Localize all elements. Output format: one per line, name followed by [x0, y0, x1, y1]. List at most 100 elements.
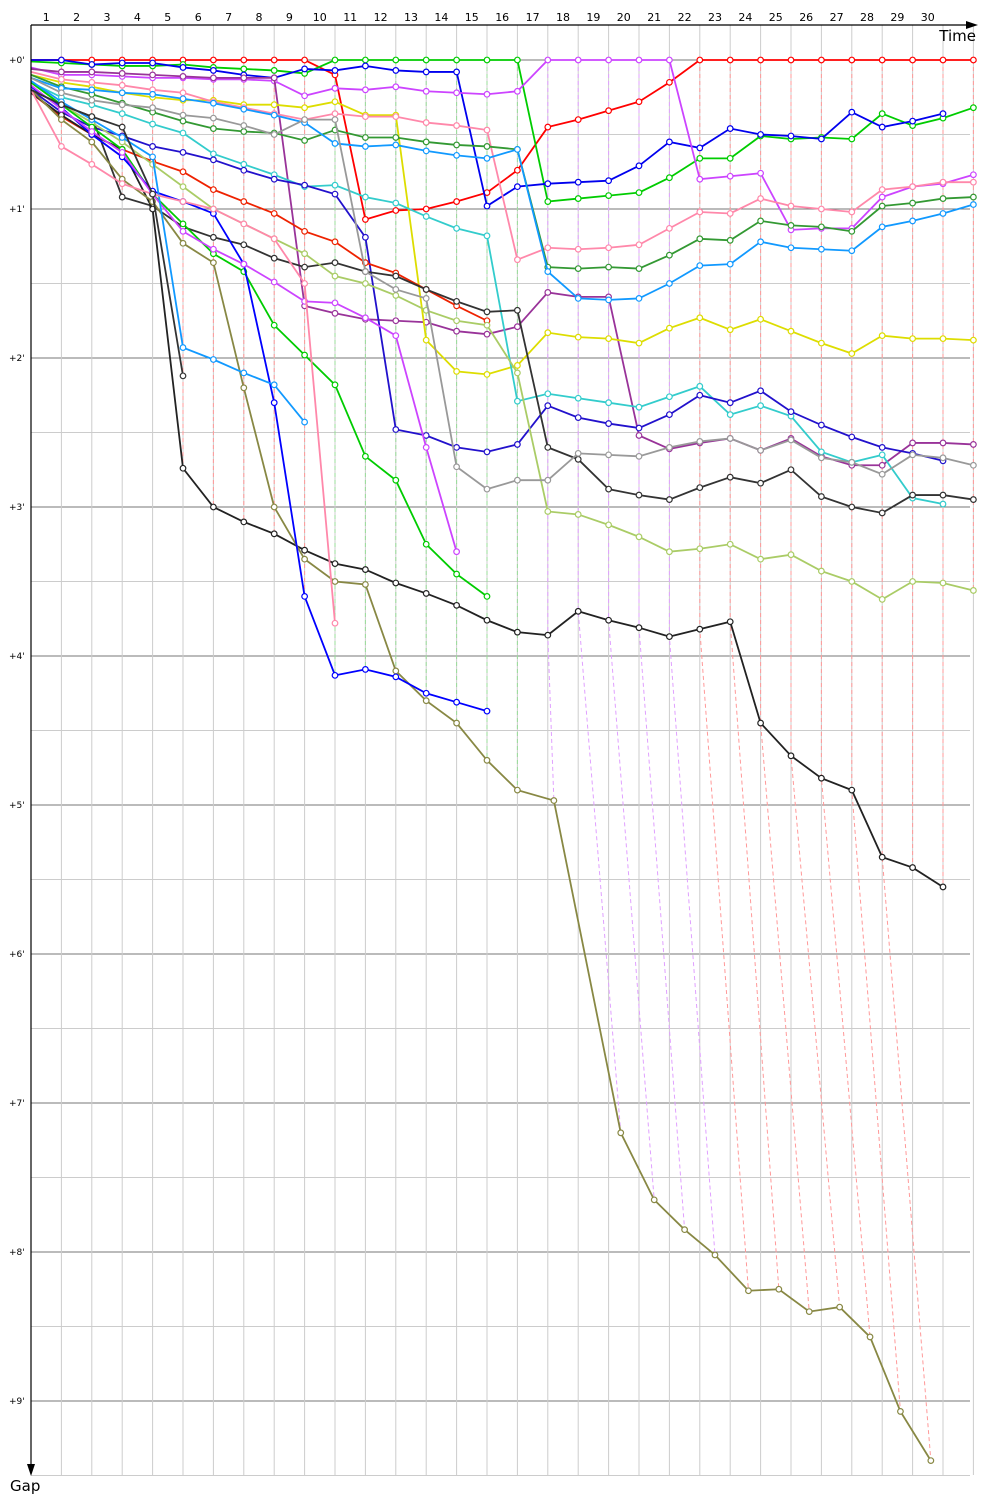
- data-point: [726, 540, 734, 548]
- data-point: [149, 71, 157, 79]
- data-point: [270, 111, 278, 119]
- data-point: [666, 224, 673, 232]
- data-point: [422, 295, 430, 302]
- data-point: [88, 113, 96, 121]
- data-point: [453, 719, 461, 727]
- data-point: [331, 238, 339, 246]
- data-point: [422, 697, 430, 705]
- x-tick-label: 24: [738, 11, 752, 24]
- data-point: [331, 140, 339, 147]
- data-point: [544, 180, 552, 188]
- data-point: [392, 476, 400, 484]
- data-point: [149, 190, 157, 198]
- lap-connector: [790, 60, 841, 1308]
- data-point: [422, 147, 430, 155]
- data-point: [666, 324, 673, 332]
- data-point: [696, 262, 704, 270]
- x-tick-label: 27: [830, 11, 844, 24]
- data-point: [635, 241, 643, 249]
- data-point: [878, 332, 886, 340]
- data-point: [118, 148, 126, 156]
- data-point: [878, 451, 886, 459]
- data-point: [514, 87, 521, 95]
- data-point: [483, 330, 491, 338]
- data-point: [878, 202, 886, 210]
- data-point: [544, 329, 552, 337]
- data-point: [726, 473, 734, 481]
- data-point: [453, 601, 461, 609]
- data-point: [240, 260, 248, 268]
- data-point: [209, 125, 217, 132]
- data-point: [149, 59, 157, 67]
- data-point: [544, 289, 552, 296]
- data-point: [331, 299, 339, 307]
- data-point: [757, 387, 764, 395]
- data-point: [939, 883, 947, 891]
- data-point: [362, 233, 369, 241]
- data-point: [848, 208, 856, 216]
- x-axis-label: Time: [938, 27, 976, 45]
- data-point: [605, 244, 612, 252]
- data-point: [362, 56, 369, 64]
- data-point: [848, 503, 856, 511]
- data-point: [757, 195, 764, 202]
- data-point: [453, 570, 461, 578]
- data-point: [270, 399, 278, 407]
- data-point: [939, 110, 947, 118]
- data-point: [301, 137, 309, 144]
- data-point: [970, 336, 977, 344]
- tick-labels: +0'+1'+2'+3'+4'+5'+6'+7'+8'+9'1 2 3 4 5 6 7 8 9 1…: [9, 11, 935, 1407]
- y-tick-label: +7': [9, 1099, 25, 1109]
- data-point: [209, 503, 217, 511]
- data-point: [757, 719, 764, 727]
- data-point: [209, 156, 217, 164]
- x-tick-label: 26: [799, 11, 813, 24]
- data-point: [331, 98, 339, 106]
- data-point: [209, 114, 217, 122]
- data-point: [787, 56, 795, 64]
- data-point: [514, 323, 521, 331]
- series-line: [30, 68, 974, 467]
- data-point: [179, 129, 187, 137]
- lap-connector: [608, 60, 655, 1200]
- data-point: [453, 368, 461, 375]
- data-point: [939, 335, 947, 343]
- data-point: [58, 116, 65, 123]
- lap-connector: [820, 60, 871, 1337]
- data-point: [787, 221, 795, 229]
- data-point: [209, 356, 217, 363]
- data-point: [453, 463, 461, 471]
- data-point: [301, 227, 309, 235]
- x-tick-label: 4: [134, 11, 141, 24]
- data-point: [866, 1333, 874, 1341]
- data-point: [696, 484, 704, 492]
- x-tick-label: 20: [617, 11, 631, 24]
- y-tick-label: +8': [9, 1248, 25, 1258]
- data-point: [514, 56, 521, 64]
- lap-connector: [547, 60, 555, 801]
- data-point: [696, 545, 704, 553]
- data-point: [787, 436, 795, 444]
- data-point: [757, 479, 764, 487]
- data-point: [240, 518, 248, 526]
- series-line: [31, 59, 974, 221]
- data-point: [118, 59, 126, 67]
- data-point: [818, 135, 825, 143]
- lap-connector: [881, 60, 932, 1461]
- data-point: [787, 752, 795, 760]
- data-point: [270, 381, 278, 389]
- data-point: [757, 131, 764, 138]
- data-point: [696, 144, 704, 152]
- data-point: [392, 426, 400, 433]
- x-tick-label: 25: [769, 11, 783, 24]
- y-tick-label: +3': [9, 503, 25, 513]
- data-point: [848, 458, 856, 466]
- data-point: [149, 143, 157, 150]
- data-point: [878, 56, 886, 64]
- series-line: [30, 77, 974, 301]
- data-point: [58, 143, 65, 150]
- data-point: [514, 145, 521, 153]
- y-tick-label: +2': [9, 354, 25, 364]
- series-line: [30, 77, 974, 491]
- data-point: [453, 122, 461, 129]
